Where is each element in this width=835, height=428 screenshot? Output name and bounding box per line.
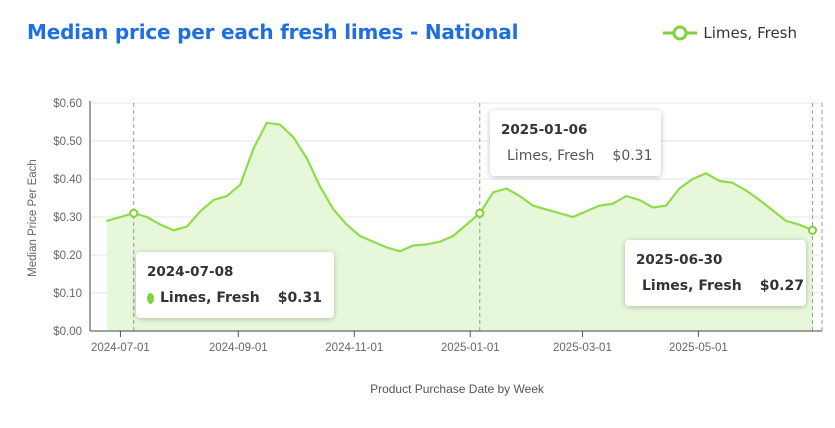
y-tick-label: $0.50 xyxy=(53,136,82,148)
x-tick-label: 2025-05-01 xyxy=(669,342,728,354)
y-tick-label: $0.30 xyxy=(53,212,82,224)
tooltip-row: Limes, Fresh $0.31 xyxy=(501,148,653,164)
legend-item[interactable]: Limes, Fresh xyxy=(663,24,797,42)
x-tick-label: 2025-01-01 xyxy=(441,342,500,354)
y-tick-label: $0.60 xyxy=(53,98,82,110)
tooltip-date: 2025-01-06 xyxy=(501,122,588,138)
y-tick-label: $0.00 xyxy=(53,326,82,338)
legend-label: Limes, Fresh xyxy=(703,24,797,42)
tooltip-2024-07-08: 2024-07-08 Limes, Fresh $0.31 xyxy=(136,252,334,318)
tooltip-series: Limes, Fresh xyxy=(642,278,742,294)
tooltip-value: $0.31 xyxy=(612,148,653,164)
tooltip-value: $0.27 xyxy=(759,278,804,294)
tooltip-series: Limes, Fresh xyxy=(507,148,595,164)
data-point-marker[interactable] xyxy=(807,225,818,235)
tooltip-date: 2024-07-08 xyxy=(147,264,234,280)
y-axis-label: Median Price Per Each xyxy=(27,159,39,277)
x-axis-label: Product Purchase Date by Week xyxy=(370,382,545,396)
y-tick-label: $0.40 xyxy=(53,174,82,186)
x-tick-label: 2024-09-01 xyxy=(209,342,268,354)
data-point-marker[interactable] xyxy=(129,208,139,218)
data-markers[interactable] xyxy=(129,208,818,235)
tooltip-row: Limes, Fresh $0.31 xyxy=(147,290,322,306)
series-dot-icon xyxy=(147,292,154,304)
y-tick-label: $0.20 xyxy=(53,250,82,262)
data-point-marker[interactable] xyxy=(475,208,485,218)
x-tick-label: 2025-03-01 xyxy=(553,342,612,354)
tooltip-date: 2025-06-30 xyxy=(636,252,723,268)
tooltip-row: Limes, Fresh $0.27 xyxy=(636,278,804,294)
legend-line-circle-icon xyxy=(663,25,698,41)
tooltip-2025-06-30: 2025-06-30 Limes, Fresh $0.27 xyxy=(625,240,806,306)
x-tick-label: 2024-11-01 xyxy=(325,342,383,354)
axes xyxy=(89,101,822,337)
crosshair-lines xyxy=(133,103,823,331)
tooltip-series: Limes, Fresh xyxy=(160,290,260,306)
y-tick-label: $0.10 xyxy=(53,288,82,300)
tooltip-2025-01-06: 2025-01-06 Limes, Fresh $0.31 xyxy=(490,110,661,176)
chart-title: Median price per each fresh limes - Nati… xyxy=(27,20,519,44)
tooltip-value: $0.31 xyxy=(277,290,322,306)
x-tick-label: 2024-07-01 xyxy=(91,342,150,354)
tick-labels: $0.00 $0.10 $0.20 $0.30 $0.40 $0.50 $0.60 2024-… xyxy=(53,98,728,354)
series-line xyxy=(106,121,814,253)
